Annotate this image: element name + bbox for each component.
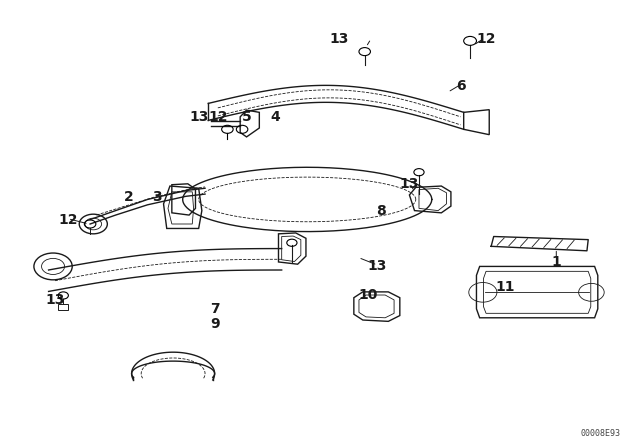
- Text: 5: 5: [242, 110, 252, 124]
- Text: 13: 13: [400, 177, 419, 191]
- Text: 13: 13: [330, 32, 349, 46]
- Text: 13: 13: [189, 110, 209, 124]
- Text: 4: 4: [271, 110, 280, 124]
- Text: 7: 7: [210, 302, 220, 316]
- Bar: [58, 304, 68, 310]
- Text: 13: 13: [368, 259, 387, 273]
- Text: 13: 13: [45, 293, 65, 307]
- Text: 9: 9: [210, 318, 220, 332]
- Text: 3: 3: [152, 190, 162, 204]
- Text: 2: 2: [124, 190, 133, 204]
- Text: 12: 12: [476, 32, 496, 46]
- Text: 6: 6: [456, 78, 465, 93]
- Text: 11: 11: [495, 280, 515, 293]
- Text: 12: 12: [58, 212, 77, 227]
- Text: 10: 10: [358, 289, 378, 302]
- Text: 12: 12: [208, 110, 228, 124]
- Text: 8: 8: [376, 203, 385, 218]
- Text: 1: 1: [552, 255, 561, 269]
- Text: 00008E93: 00008E93: [580, 429, 620, 439]
